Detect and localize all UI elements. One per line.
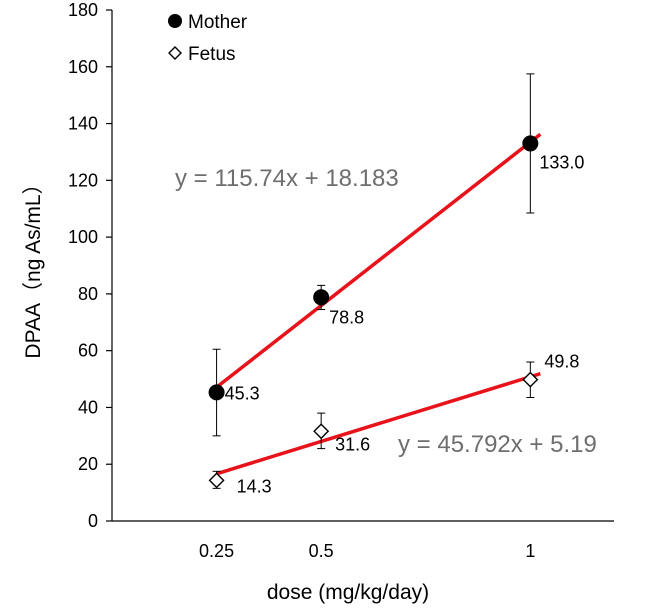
data-label: 31.6 [335,434,370,454]
y-tick-label: 180 [68,0,98,20]
y-tick-label: 160 [68,57,98,77]
legend-marker-mother [168,14,182,28]
data-labels: 45.3 78.8 133.0 14.3 31.6 49.8 [225,152,585,496]
y-axis-ticks: 0 20 40 60 80 100 120 140 160 180 [68,0,112,531]
y-tick-label: 0 [88,511,98,531]
data-markers [208,135,539,489]
y-tick-label: 140 [68,114,98,134]
legend: Mother Fetus [168,12,248,65]
data-point-mother [313,289,330,306]
data-label: 78.8 [329,307,364,327]
legend-marker-fetus [168,46,182,60]
equation-fetus: y = 45.792x + 5.19 [398,431,597,458]
trendlines [215,132,542,476]
y-axis-title: DPAA（ng As/mL） [22,173,45,358]
data-point-mother [208,384,225,401]
data-label: 133.0 [539,152,584,172]
equation-mother: y = 115.74x + 18.183 [175,165,399,192]
y-tick-label: 60 [78,341,98,361]
x-axis-title: dose (mg/kg/day) [267,581,429,604]
trendline-fetus [216,372,541,476]
axes [111,10,614,522]
legend-label-fetus: Fetus [188,44,236,65]
data-point-fetus [313,423,330,440]
y-tick-label: 80 [78,284,98,304]
y-tick-label: 40 [78,397,98,417]
data-point-fetus [522,371,539,388]
y-tick-label: 20 [78,454,98,474]
data-point-mother [522,135,539,152]
trendline-mother [215,132,542,389]
x-tick-label: 0.5 [309,541,334,561]
data-label: 49.8 [544,352,579,372]
x-tick-label: 0.25 [199,541,234,561]
data-point-fetus [208,472,225,489]
x-axis-ticks: 0.25 0.5 1 [199,541,535,561]
x-tick-label: 1 [525,541,535,561]
data-label: 14.3 [237,476,272,496]
y-tick-label: 120 [68,170,98,190]
legend-label-mother: Mother [188,12,248,33]
y-tick-label: 100 [68,227,98,247]
data-label: 45.3 [225,383,260,403]
